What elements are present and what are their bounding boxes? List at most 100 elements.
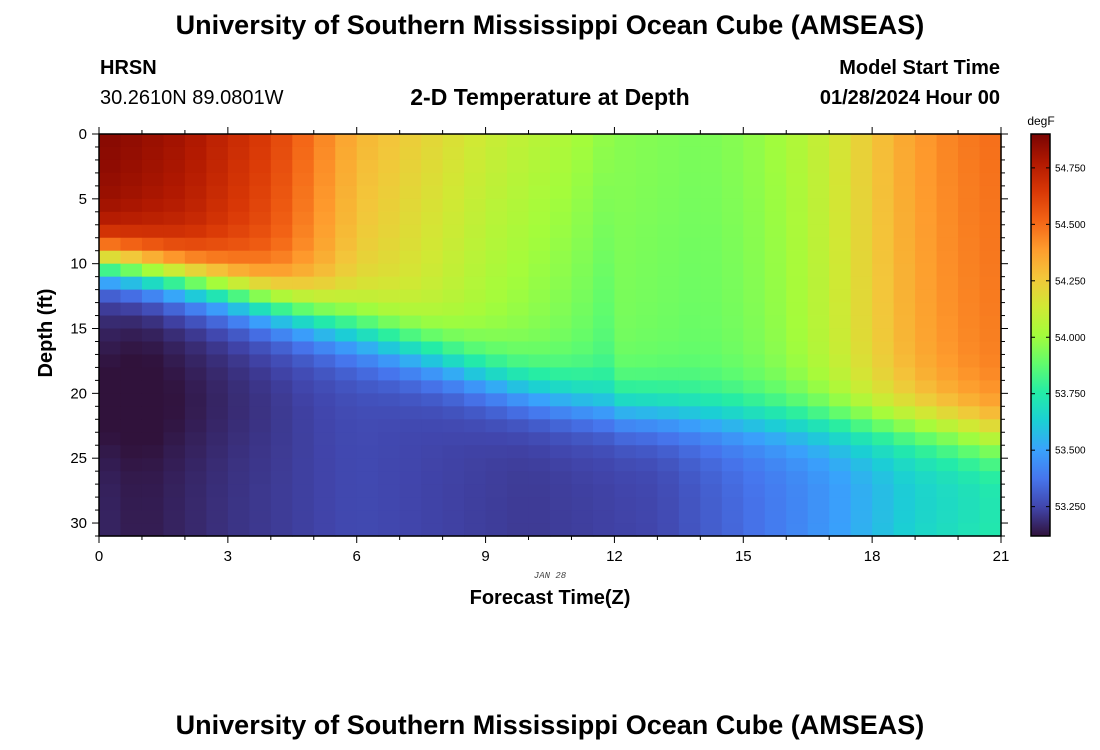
heatmap-cell: [507, 159, 530, 174]
heatmap-cell: [807, 146, 830, 161]
heatmap-cell: [270, 367, 293, 381]
heatmap-cell: [700, 445, 723, 459]
heatmap-cell: [378, 393, 401, 407]
heatmap-cell: [807, 315, 830, 330]
heatmap-cell: [592, 341, 616, 356]
heatmap-cell: [764, 250, 787, 265]
heatmap-cell: [141, 445, 165, 459]
heatmap-cell: [979, 458, 1002, 472]
heatmap-cell: [764, 134, 787, 148]
heatmap-cell: [270, 315, 293, 330]
heatmap-cell: [528, 211, 551, 226]
heatmap-cell: [507, 224, 530, 239]
heatmap-cell: [206, 315, 229, 330]
heatmap-cell: [120, 172, 143, 187]
heatmap-cell: [592, 328, 616, 343]
heatmap-cell: [893, 354, 916, 369]
heatmap-cell: [571, 315, 594, 330]
heatmap-cell: [421, 198, 444, 213]
heatmap-cell: [850, 289, 873, 304]
heatmap-cell: [99, 198, 122, 213]
heatmap-cell: [485, 328, 508, 343]
heatmap-cell: [99, 159, 122, 174]
heatmap-cell: [313, 471, 336, 485]
heatmap-cell: [442, 289, 465, 304]
model-start-label: Model Start Time: [839, 57, 1000, 79]
heatmap-cell: [915, 237, 938, 252]
heatmap-cell: [571, 172, 594, 187]
heatmap-cell: [657, 380, 680, 394]
heatmap-cell: [550, 302, 573, 317]
heatmap-cell: [249, 134, 272, 148]
heatmap-cell: [614, 211, 637, 226]
heatmap-cell: [915, 224, 938, 239]
heatmap-cell: [678, 211, 701, 226]
heatmap-cell: [872, 224, 895, 239]
heatmap-cell: [721, 471, 744, 485]
heatmap-cell: [120, 289, 143, 304]
heatmap-cell: [807, 406, 830, 420]
heatmap-cell: [163, 484, 186, 498]
heatmap-cell: [292, 172, 315, 187]
heatmap-cell: [829, 406, 852, 420]
heatmap-cell: [227, 445, 250, 459]
heatmap-cell: [678, 289, 701, 304]
heatmap-cell: [442, 445, 465, 459]
heatmap-cell: [850, 172, 873, 187]
heatmap-cell: [678, 146, 701, 161]
heatmap-cell: [335, 302, 358, 317]
heatmap-cell: [99, 134, 122, 148]
heatmap-cell: [872, 523, 895, 537]
heatmap-cell: [356, 276, 379, 291]
heatmap-cell: [850, 159, 873, 174]
heatmap-cell: [678, 380, 701, 394]
heatmap-cell: [313, 146, 336, 161]
heatmap-cell: [99, 523, 122, 537]
heatmap-cell: [378, 328, 401, 343]
heatmap-cell: [571, 471, 594, 485]
heatmap-cell: [120, 263, 143, 278]
heatmap-cell: [313, 419, 336, 433]
heatmap-cell: [99, 315, 122, 330]
heatmap-cell: [958, 276, 981, 291]
heatmap-cell: [227, 185, 250, 200]
heatmap-cell: [141, 458, 165, 472]
heatmap-cell: [786, 263, 809, 278]
heatmap-cell: [936, 341, 959, 356]
heatmap-cell: [227, 367, 250, 381]
heatmap-cell: [743, 172, 766, 187]
heatmap-cell: [614, 328, 637, 343]
heatmap-cell: [614, 497, 637, 511]
heatmap-cell: [893, 445, 916, 459]
heatmap-cell: [485, 276, 508, 291]
heatmap-cell: [893, 471, 916, 485]
heatmap-cell: [592, 510, 616, 524]
heatmap-cell: [893, 484, 916, 498]
heatmap-cell: [249, 250, 272, 265]
heatmap-cell: [184, 367, 207, 381]
heatmap-cell: [721, 445, 744, 459]
heatmap-cell: [764, 289, 787, 304]
heatmap-cell: [678, 263, 701, 278]
heatmap-cell: [614, 172, 637, 187]
heatmap-cell: [528, 380, 551, 394]
heatmap-cell: [206, 224, 229, 239]
heatmap-cell: [206, 380, 229, 394]
heatmap-cell: [206, 134, 229, 148]
heatmap-cell: [120, 471, 143, 485]
heatmap-cell: [550, 432, 573, 446]
heatmap-cell: [464, 315, 487, 330]
heatmap-cell: [421, 224, 444, 239]
heatmap-cell: [206, 432, 229, 446]
heatmap-cell: [571, 134, 594, 148]
heatmap-cell: [850, 276, 873, 291]
heatmap-cell: [635, 250, 658, 265]
heatmap-cell: [99, 497, 122, 511]
heatmap-cell: [829, 445, 852, 459]
heatmap-cell: [550, 445, 573, 459]
heatmap-cell: [550, 328, 573, 343]
heatmap-cell: [120, 302, 143, 317]
heatmap-cell: [872, 419, 895, 433]
heatmap-cell: [206, 263, 229, 278]
heatmap-cell: [313, 289, 336, 304]
